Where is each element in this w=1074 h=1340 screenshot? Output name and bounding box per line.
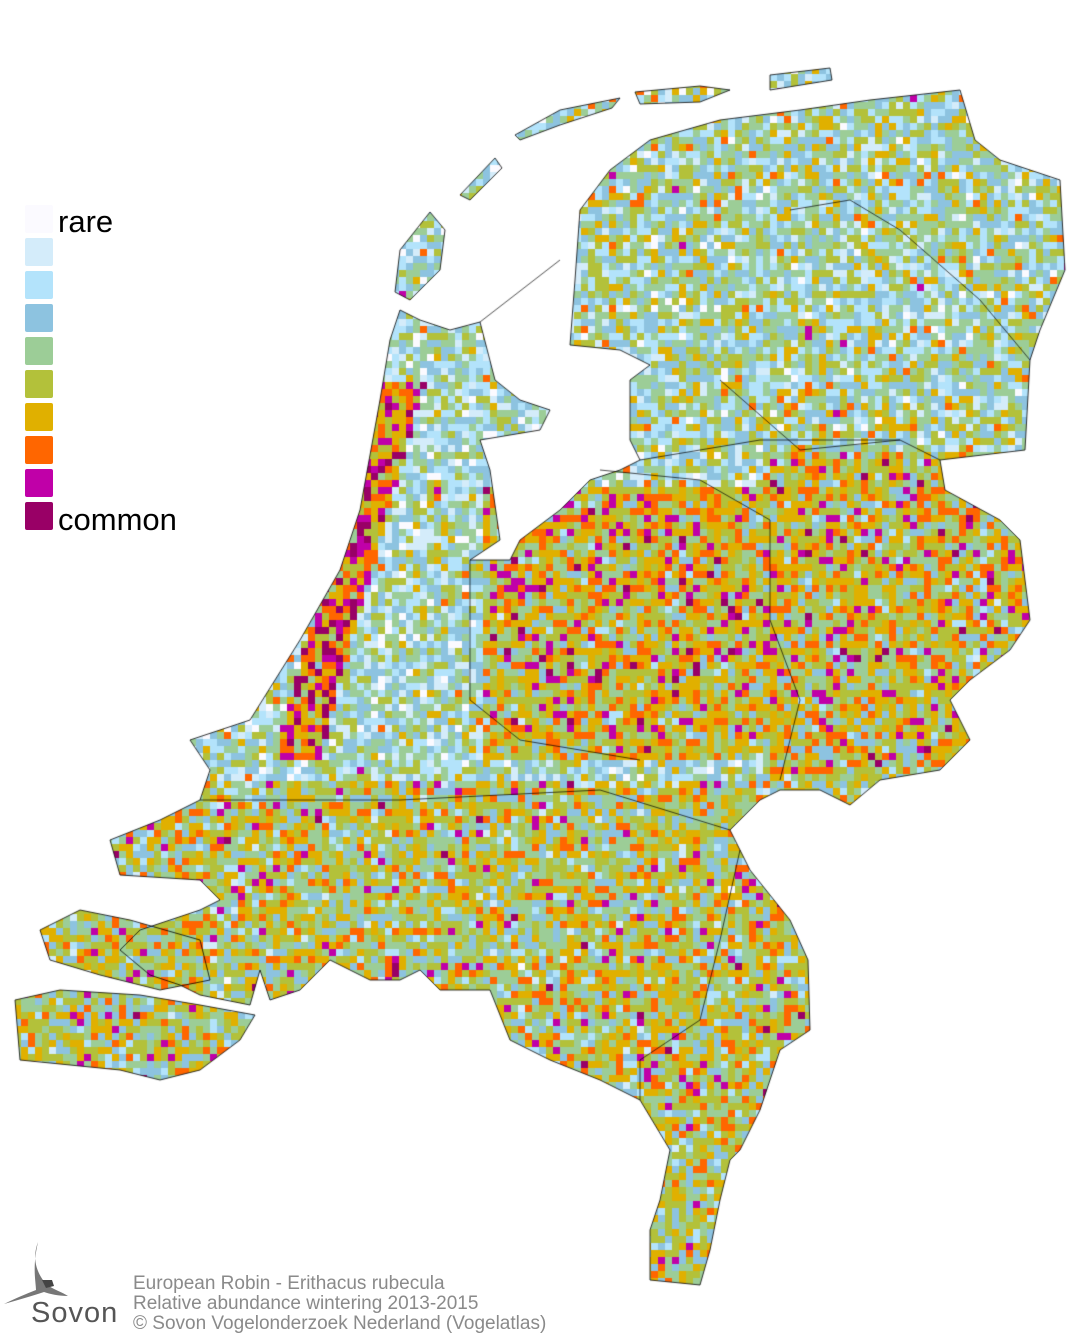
legend-label-common: common <box>58 502 177 537</box>
legend-swatch-6 <box>25 370 53 398</box>
legend-swatch-10 <box>25 502 53 530</box>
legend-swatch-7 <box>25 403 53 431</box>
legend-swatch-8 <box>25 436 53 464</box>
copyright-text: © Sovon Vogelonderzoek Nederland (Vogela… <box>133 1313 547 1334</box>
legend-swatch-1 <box>25 205 53 233</box>
legend-swatch-9 <box>25 469 53 497</box>
swallow-logo-icon <box>4 1242 68 1304</box>
legend-label-rare: rare <box>58 204 114 239</box>
legend-swatch-3 <box>25 271 53 299</box>
map-subtitle: Relative abundance wintering 2013-2015 <box>133 1293 479 1314</box>
legend-swatch-2 <box>25 238 53 266</box>
sovon-logo-text: Sovon <box>31 1297 119 1329</box>
species-title: European Robin - Erithacus rubecula <box>133 1273 445 1294</box>
legend-swatch-4 <box>25 304 53 332</box>
legend-swatch-5 <box>25 337 53 365</box>
